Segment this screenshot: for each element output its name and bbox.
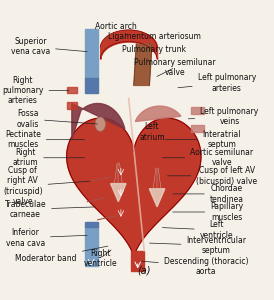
Polygon shape — [85, 78, 98, 93]
Polygon shape — [15, 21, 273, 279]
Polygon shape — [85, 222, 98, 227]
Ellipse shape — [95, 117, 105, 131]
Polygon shape — [135, 106, 181, 122]
Polygon shape — [67, 87, 77, 93]
Text: Right
atrium: Right atrium — [13, 148, 85, 167]
Text: Cusp of left AV
(bicuspid) valve: Cusp of left AV (bicuspid) valve — [168, 166, 257, 185]
Text: Left pulmonary
veins: Left pulmonary veins — [188, 107, 259, 126]
Text: Cusp of
right AV
(tricuspid)
valve: Cusp of right AV (tricuspid) valve — [3, 166, 90, 206]
Polygon shape — [72, 103, 125, 140]
Polygon shape — [67, 102, 77, 109]
Text: Left pulmonary
arteries: Left pulmonary arteries — [178, 73, 256, 92]
Text: Fossa
ovalis: Fossa ovalis — [17, 109, 98, 129]
Text: Left
atrium: Left atrium — [139, 122, 165, 142]
Polygon shape — [85, 28, 98, 78]
Text: Interatrial
septum: Interatrial septum — [165, 130, 241, 149]
Text: Aortic arch: Aortic arch — [95, 22, 137, 34]
Polygon shape — [67, 118, 201, 258]
Text: Trabeculae
carneae: Trabeculae carneae — [5, 200, 95, 219]
Text: Right
pulmonary
arteries: Right pulmonary arteries — [2, 76, 69, 106]
Polygon shape — [191, 125, 204, 132]
Text: Left
ventricle: Left ventricle — [162, 220, 233, 240]
Text: Ligamentum arteriosum: Ligamentum arteriosum — [108, 32, 201, 44]
Text: Chordae
tendinea: Chordae tendinea — [173, 184, 244, 204]
Text: (a): (a) — [137, 265, 151, 275]
Polygon shape — [149, 189, 165, 207]
Text: Pulmonary trunk: Pulmonary trunk — [122, 45, 187, 60]
Text: Descending (thoracic)
aorta: Descending (thoracic) aorta — [142, 256, 249, 276]
Text: Inferior
vena cava: Inferior vena cava — [6, 228, 87, 248]
Text: Interventricular
septum: Interventricular septum — [150, 236, 247, 255]
Text: Aortic semilunar
valve: Aortic semilunar valve — [162, 148, 253, 167]
Polygon shape — [134, 44, 152, 86]
Text: Papillary
muscles: Papillary muscles — [173, 202, 243, 222]
Polygon shape — [191, 107, 204, 114]
Text: Pulmonary semilunar
valve: Pulmonary semilunar valve — [134, 58, 216, 77]
Text: Moderator band: Moderator band — [15, 246, 108, 263]
Polygon shape — [131, 251, 144, 272]
Text: Superior
vena cava: Superior vena cava — [11, 37, 87, 56]
Polygon shape — [85, 227, 98, 266]
Text: Pectinate
muscles: Pectinate muscles — [5, 130, 85, 149]
Polygon shape — [111, 184, 126, 202]
Text: Right
ventricle: Right ventricle — [84, 249, 117, 268]
